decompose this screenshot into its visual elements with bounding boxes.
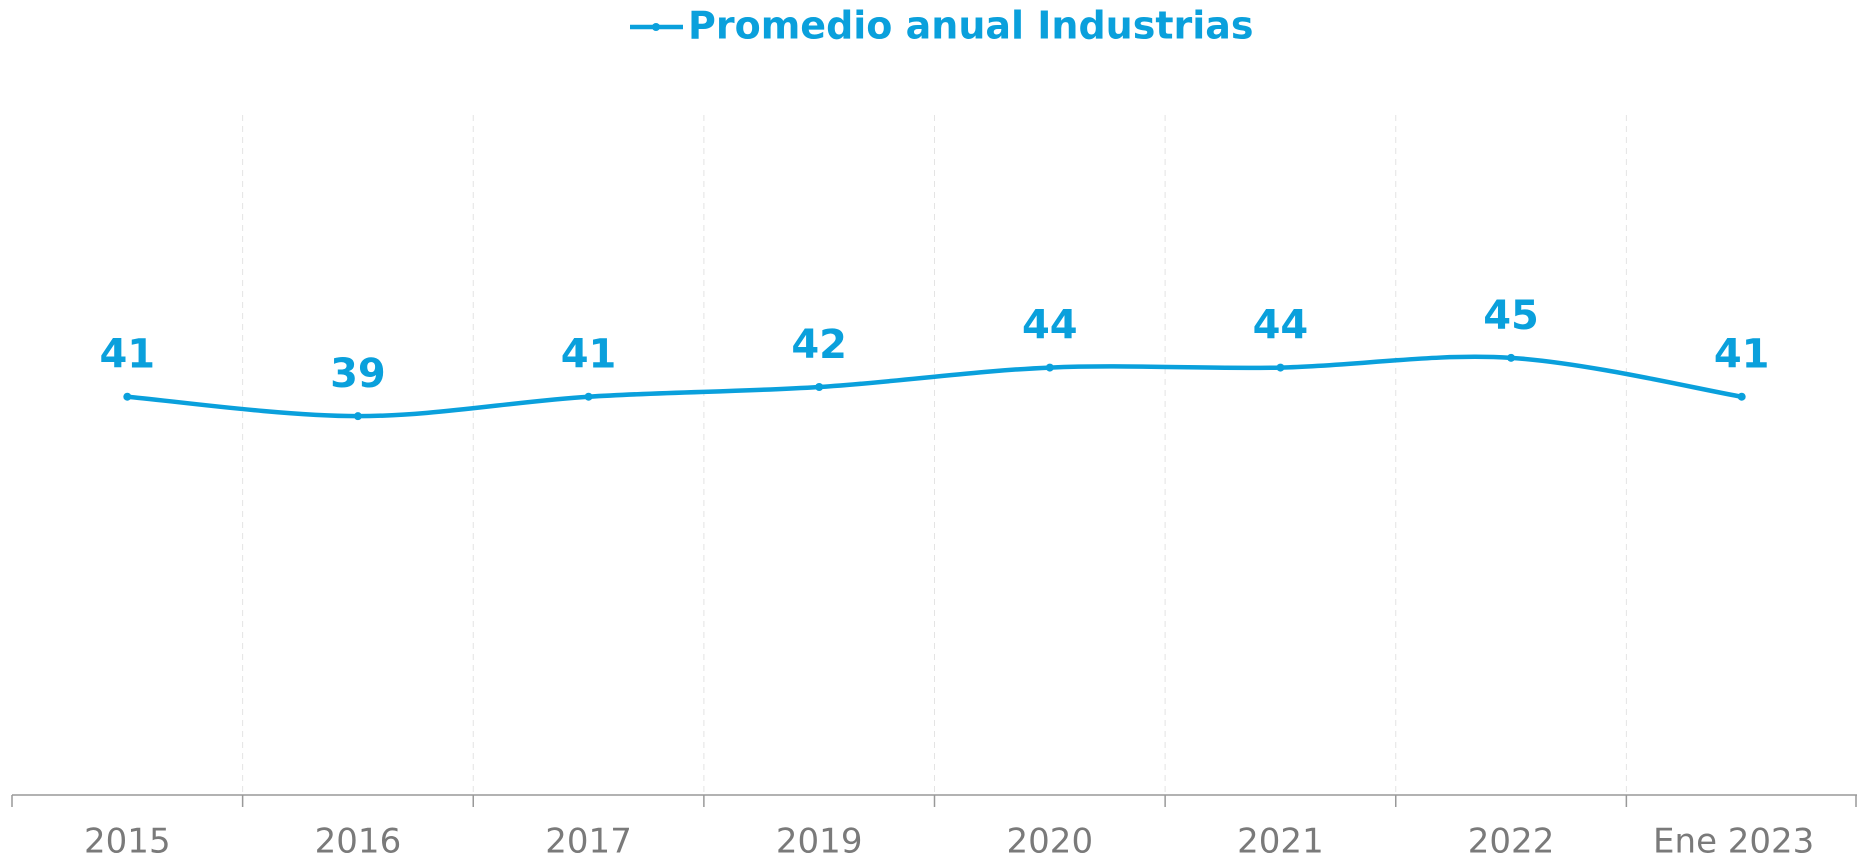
- legend-marker: [652, 23, 660, 31]
- series-line: [127, 354, 1743, 419]
- x-tick-label: 2021: [1237, 822, 1324, 860]
- x-tick-label: 2019: [776, 822, 863, 860]
- x-tick-label: Ene 2023: [1653, 822, 1814, 860]
- point: [123, 392, 132, 401]
- point: [1045, 363, 1054, 372]
- legend-label: Promedio anual Industrias: [688, 4, 1254, 48]
- point: [1276, 363, 1285, 372]
- data-label: 45: [1483, 293, 1539, 339]
- x-tick-label: 2015: [84, 822, 171, 860]
- point: [1507, 353, 1516, 362]
- point: [815, 383, 824, 391]
- data-label: 41: [1714, 332, 1770, 378]
- point: [1737, 392, 1746, 401]
- data-label: 39: [330, 351, 386, 397]
- point: [353, 412, 362, 421]
- x-tick-label: 2016: [315, 822, 402, 860]
- data-label: 44: [1253, 303, 1309, 349]
- x-tick-label: 2022: [1468, 822, 1555, 860]
- point: [584, 392, 593, 401]
- x-tick-label: 2017: [545, 822, 632, 860]
- data-label: 44: [1022, 303, 1078, 349]
- data-label: 41: [561, 332, 617, 378]
- x-tick-label: 2020: [1007, 822, 1094, 860]
- data-label: 41: [99, 332, 155, 378]
- data-label: 42: [791, 322, 847, 368]
